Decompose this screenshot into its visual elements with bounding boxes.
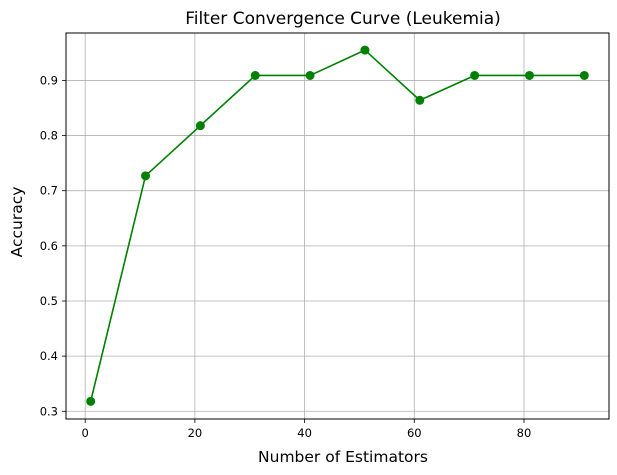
chart-title: Filter Convergence Curve (Leukemia) xyxy=(185,9,501,29)
y-tick-label: 0.5 xyxy=(40,294,58,308)
x-axis-label: Number of Estimators xyxy=(258,448,428,466)
data-point xyxy=(141,171,151,181)
data-point xyxy=(470,70,480,80)
x-tick-label: 60 xyxy=(407,426,422,440)
ticks: 0 20 40 60 80 0.3 0.4 0.5 0.6 0.7 0.8 0.9 xyxy=(40,73,532,440)
series-group xyxy=(86,45,589,406)
series-line xyxy=(89,49,585,402)
x-tick-label: 80 xyxy=(517,426,532,440)
y-axis-label: Accuracy xyxy=(8,187,26,258)
y-tick-label: 0.8 xyxy=(40,129,58,143)
y-tick-label: 0.6 xyxy=(40,239,58,253)
data-point xyxy=(579,70,589,80)
data-point xyxy=(305,70,315,80)
x-tick-label: 20 xyxy=(188,426,203,440)
y-tick-label: 0.3 xyxy=(40,404,58,418)
y-tick-label: 0.9 xyxy=(40,73,58,87)
grid xyxy=(66,33,609,419)
x-tick-label: 40 xyxy=(297,426,312,440)
data-point xyxy=(86,396,96,406)
data-point xyxy=(250,70,260,80)
y-tick-label: 0.4 xyxy=(40,349,58,363)
data-point xyxy=(415,95,425,105)
plot-frame xyxy=(65,32,610,420)
x-tick-label: 0 xyxy=(82,426,89,440)
data-point xyxy=(360,45,370,55)
data-point xyxy=(195,121,205,131)
data-point xyxy=(524,70,534,80)
y-tick-label: 0.7 xyxy=(40,184,58,198)
